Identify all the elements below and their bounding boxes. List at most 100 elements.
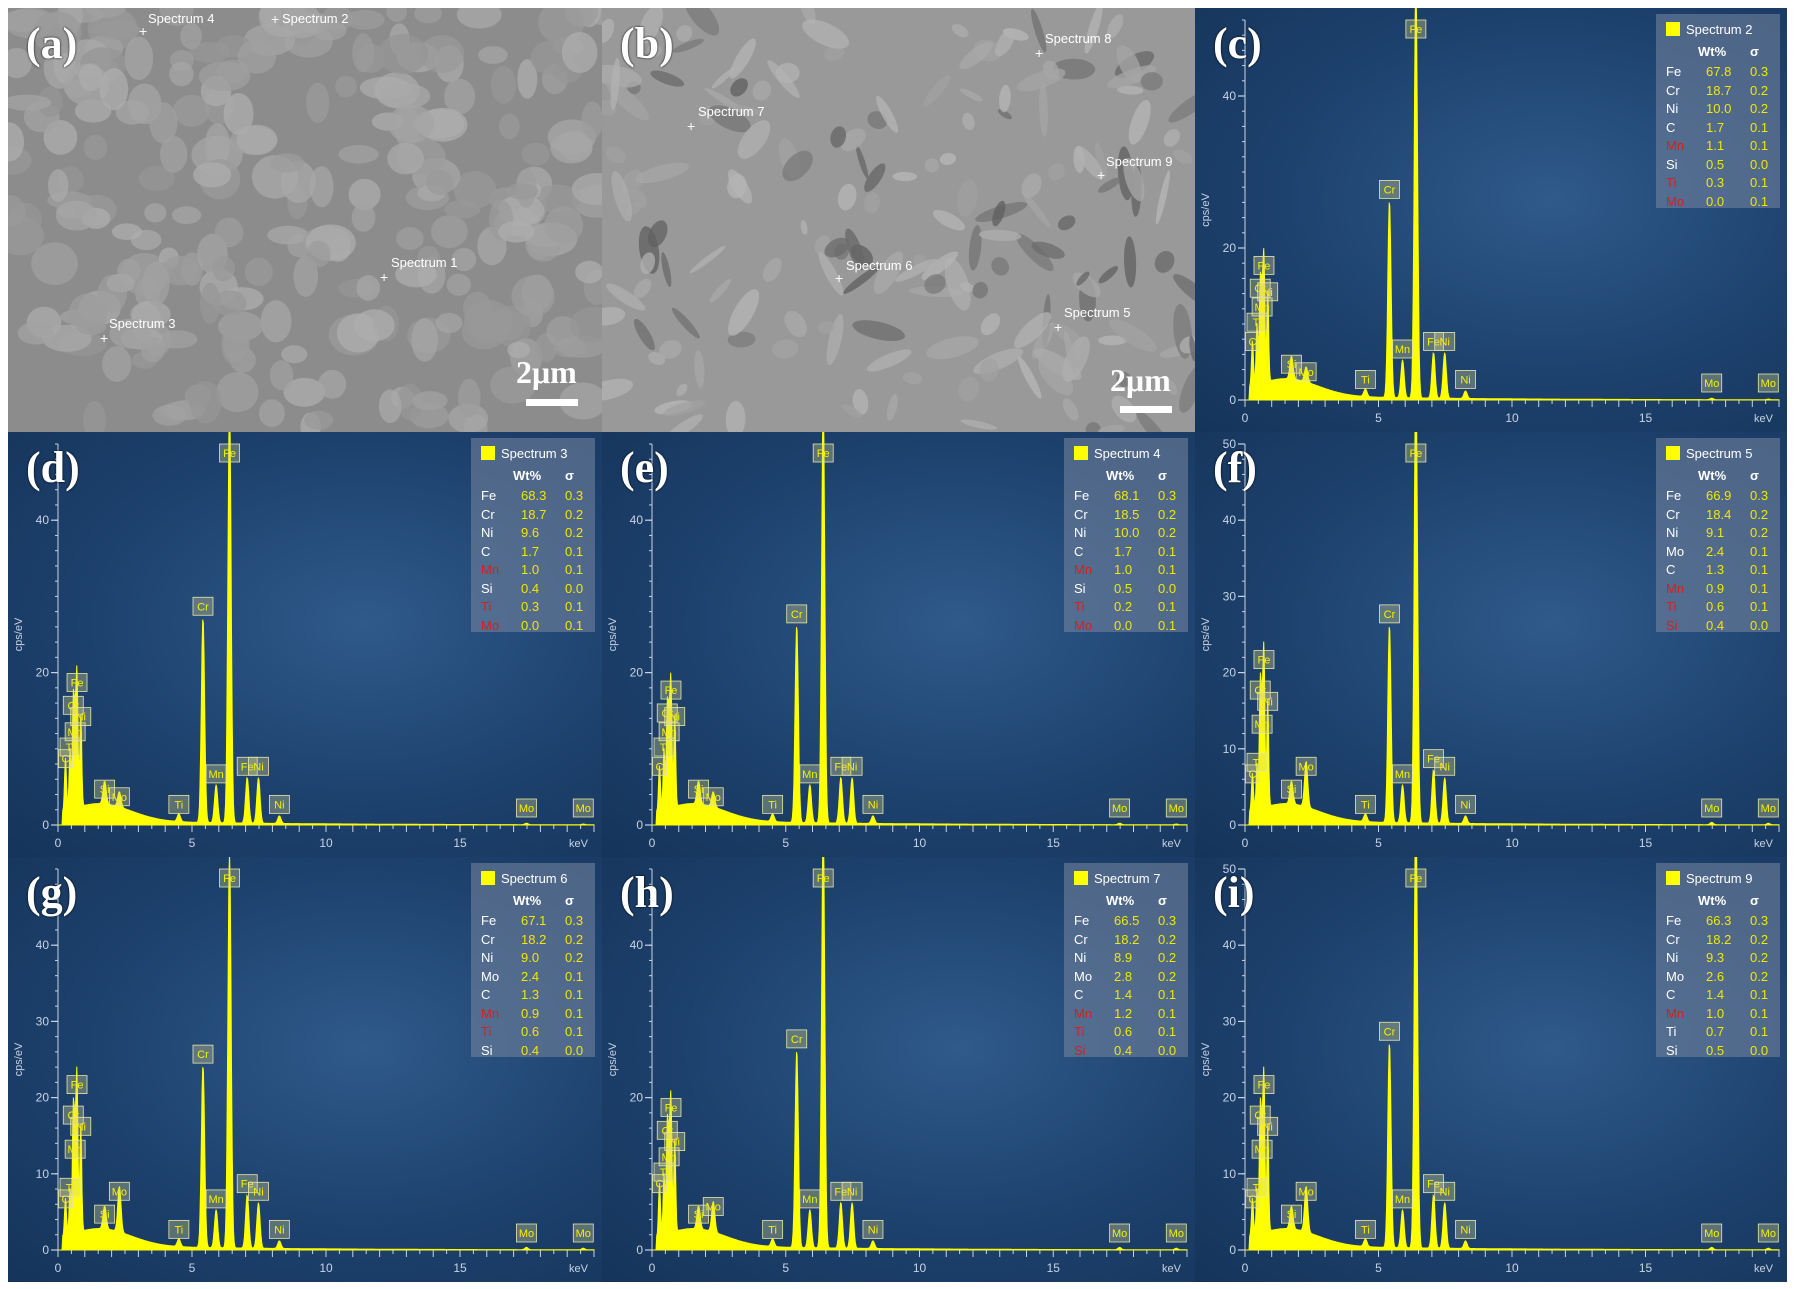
- peak-label-text: Mo: [1299, 1186, 1314, 1198]
- weight-percent: 0.3: [1706, 175, 1725, 190]
- peak-label-box: [572, 1223, 594, 1243]
- peak-label-box: [268, 794, 290, 814]
- x-tick-label: 0: [649, 1261, 656, 1275]
- element-symbol: Ti: [1074, 599, 1085, 614]
- legend-header-wt: Wt%: [1106, 468, 1135, 483]
- legend-row: Si 0.5 0.0: [1666, 1043, 1776, 1061]
- legend-row: Cr 18.4 0.2: [1666, 507, 1776, 525]
- peak-label: Fe: [1405, 868, 1427, 888]
- y-tick-label: 10: [36, 1167, 50, 1181]
- peak-label: Mn: [64, 722, 86, 742]
- peak-label-text: Fe: [1258, 1080, 1271, 1092]
- legend-row: Ni 10.0 0.2: [1074, 525, 1184, 543]
- weight-percent: 1.4: [1114, 987, 1133, 1002]
- peak-label-text: Mn: [1395, 769, 1410, 781]
- weight-percent: 0.2: [1114, 599, 1133, 614]
- peak-label: Ti: [1246, 752, 1268, 772]
- peak-label: Ti: [653, 737, 675, 757]
- eds-panel-f: 0 5 10 15 0 10 20 30 40 50 keV cps/eV C Ti Cr Mn Fe Ni Si M…: [1195, 432, 1787, 857]
- x-axis-label: keV: [1754, 1263, 1774, 1275]
- peak-label-text: Mn: [802, 1194, 817, 1206]
- element-symbol: Cr: [1666, 506, 1680, 522]
- peak-label-text: Cr: [791, 1034, 803, 1046]
- peak-label: Ni: [248, 756, 269, 776]
- legend-header-wt: Wt%: [513, 468, 542, 483]
- element-symbol: Mo: [1666, 193, 1685, 209]
- sem-texture-b: [602, 8, 1195, 432]
- peak-label-box: [1434, 756, 1456, 776]
- sigma-value: 0.2: [1750, 101, 1769, 116]
- peak-label: Mo: [1701, 1223, 1723, 1243]
- element-symbol: Cr: [481, 506, 495, 522]
- weight-percent: 9.6: [521, 525, 540, 540]
- peak-label-box: [236, 1174, 258, 1194]
- element-symbol: Mo: [1074, 617, 1093, 633]
- element-symbol: Si: [1666, 156, 1678, 172]
- element-symbol: C: [1666, 562, 1676, 577]
- peak-label-text: Mo: [112, 792, 127, 804]
- peak-label-text: Cr: [661, 1125, 673, 1137]
- legend-row: Ti 0.3 0.1: [1666, 175, 1776, 193]
- legend-row: Mo 2.4 0.1: [1666, 544, 1776, 562]
- peak-label: Mn: [799, 1189, 821, 1209]
- element-symbol: Si: [481, 1042, 493, 1058]
- peak-label-box: [219, 443, 240, 463]
- y-tick-label: 0: [42, 1243, 49, 1257]
- peak-label: Mo: [1165, 798, 1187, 818]
- weight-percent: 9.1: [1706, 525, 1725, 540]
- element-symbol: Ti: [481, 599, 492, 614]
- eds-chart-g: 0 5 10 15010203040keVcps/eVCTiCrMnFeNiSiMoT…: [13, 857, 595, 1275]
- composition-legend: Spectrum 6 Wt% σ Fe 67.1 0.3 Cr 18.2 0.2 Ni 9.0 0.2…: [471, 863, 595, 1058]
- legend-row: Mn 0.9 0.1: [1666, 581, 1776, 599]
- peak-label-text: Mo: [576, 803, 591, 815]
- peak-label-text: Mo: [519, 1228, 534, 1240]
- weight-percent: 2.6: [1706, 968, 1725, 984]
- panel-letter-h: (h): [620, 868, 674, 917]
- peak-label-text: C: [62, 1194, 70, 1206]
- y-axis-label: cps/eV: [1200, 617, 1212, 651]
- peak-label: Fe: [1405, 443, 1427, 463]
- sigma-value: 0.3: [1750, 488, 1769, 503]
- weight-percent: 1.0: [521, 562, 540, 577]
- peak-label: Cr: [786, 604, 808, 624]
- peak-label-box: [64, 722, 86, 742]
- peak-label-text: Si: [694, 1209, 704, 1221]
- spectrum-label: Spectrum 7: [698, 104, 765, 119]
- legend-header-wt: Wt%: [1698, 468, 1727, 483]
- peak-label-box: [1249, 1105, 1271, 1125]
- peak-label-box: [799, 764, 821, 784]
- element-symbol: Cr: [481, 931, 495, 947]
- legend-row: C 1.4 0.1: [1074, 987, 1184, 1005]
- peak-label: Mn: [1251, 1139, 1273, 1159]
- sigma-value: 0.2: [565, 506, 584, 522]
- peak-label: Mo: [1109, 1223, 1130, 1243]
- peak-label: Si: [1281, 1204, 1302, 1224]
- weight-percent: 10.0: [1114, 525, 1140, 540]
- eds-panel-d: 0 5 10 15 0 20 40 keV cps/eV C Ti Cr Mn Fe Ni Si Mo Ti Cr M…: [8, 432, 602, 857]
- peak-label: Mo: [1757, 798, 1779, 818]
- peak-label-text: C: [656, 1179, 664, 1191]
- peak-label-text: Ni: [847, 1186, 857, 1198]
- legend-row: Mn 0.9 0.1: [481, 1006, 591, 1024]
- peak-label: Ni: [1434, 331, 1456, 351]
- peak-label-text: Ni: [274, 1224, 284, 1236]
- peak-label: Ti: [1246, 1177, 1268, 1197]
- peak-label-box: [830, 1181, 852, 1201]
- weight-percent: 1.4: [1706, 987, 1725, 1002]
- sem-panel-b: (b) + Spectrum 8 + Spectrum 7 + Spectrum…: [602, 8, 1195, 432]
- eds-chart-e: 0 5 10 1502040keVcps/eVCTiCrMnFeNiSiMoTiCrM…: [607, 432, 1188, 850]
- sigma-value: 0.1: [1750, 193, 1769, 209]
- peak-label-box: [70, 1116, 92, 1136]
- peak-label-box: [1757, 1223, 1779, 1243]
- weight-percent: 0.5: [1114, 580, 1133, 596]
- peak-label-text: Mo: [1704, 803, 1719, 815]
- peak-label-text: Ti: [768, 799, 777, 811]
- spectrum-marker: +: [139, 23, 148, 39]
- element-symbol: Mn: [1666, 138, 1685, 153]
- element-symbol: Ti: [481, 1024, 492, 1039]
- peak-label-text: Si: [100, 784, 110, 796]
- legend-row: Si 0.4 0.0: [481, 581, 591, 599]
- peak-label: Fe: [236, 1174, 258, 1194]
- legend-header-wt: Wt%: [1698, 44, 1727, 59]
